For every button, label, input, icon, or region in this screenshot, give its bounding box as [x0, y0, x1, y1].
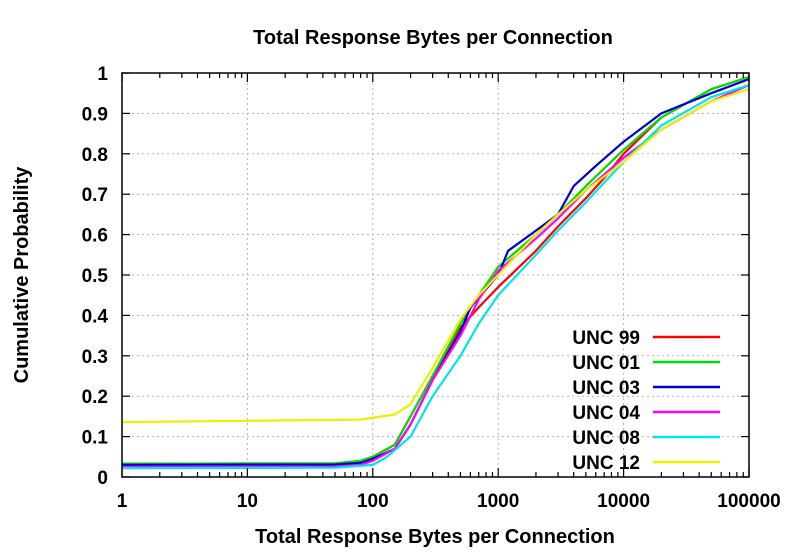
x-tick-label: 10000: [597, 491, 650, 512]
x-tick-label: 10: [237, 491, 258, 512]
y-tick-label: 0.7: [82, 185, 108, 206]
series-lines: [121, 75, 750, 470]
series-line-unc-04: [121, 84, 750, 468]
legend-label: UNC 01: [572, 353, 640, 374]
series-line-unc-03: [121, 78, 750, 466]
x-tick-label: 100000: [717, 491, 780, 512]
y-axis-label: Cumulative Probability: [11, 166, 33, 384]
y-tick-label: 1: [97, 64, 108, 85]
y-tick-label: 0.6: [82, 226, 108, 247]
legend: UNC 99 UNC 01 UNC 03 UNC 04 UNC 08 UNC 12: [572, 328, 720, 474]
x-tick-label: 100: [357, 491, 389, 512]
y-tick-label: 0.2: [82, 387, 108, 408]
legend-label: UNC 03: [572, 378, 640, 399]
series-line-unc-12: [121, 88, 750, 424]
y-tick-label: 0.8: [82, 145, 108, 166]
series-line-unc-08: [121, 84, 750, 470]
y-tick-label: 0.5: [82, 266, 109, 287]
x-tick-labels: 1 10 100 1000 10000 100000: [117, 491, 781, 512]
y-tick-label: 0: [97, 468, 108, 489]
x-tick-label: 1: [117, 491, 128, 512]
legend-label: UNC 99: [572, 328, 640, 349]
y-tick-label: 0.1: [82, 428, 109, 449]
y-tick-labels: 0 0.1 0.2 0.3 0.4 0.5 0.6 0.7 0.8 0.9 1: [82, 64, 109, 489]
legend-label: UNC 08: [572, 428, 640, 449]
chart-title: Total Response Bytes per Connection: [253, 27, 613, 49]
legend-label: UNC 12: [572, 453, 640, 474]
legend-label: UNC 04: [572, 403, 640, 424]
y-tick-label: 0.4: [82, 306, 109, 327]
x-tick-label: 1000: [477, 491, 519, 512]
y-tick-label: 0.3: [82, 347, 108, 368]
x-axis-label: Total Response Bytes per Connection: [255, 526, 615, 548]
axis-ticks: [121, 72, 750, 478]
y-tick-label: 0.9: [82, 104, 108, 125]
